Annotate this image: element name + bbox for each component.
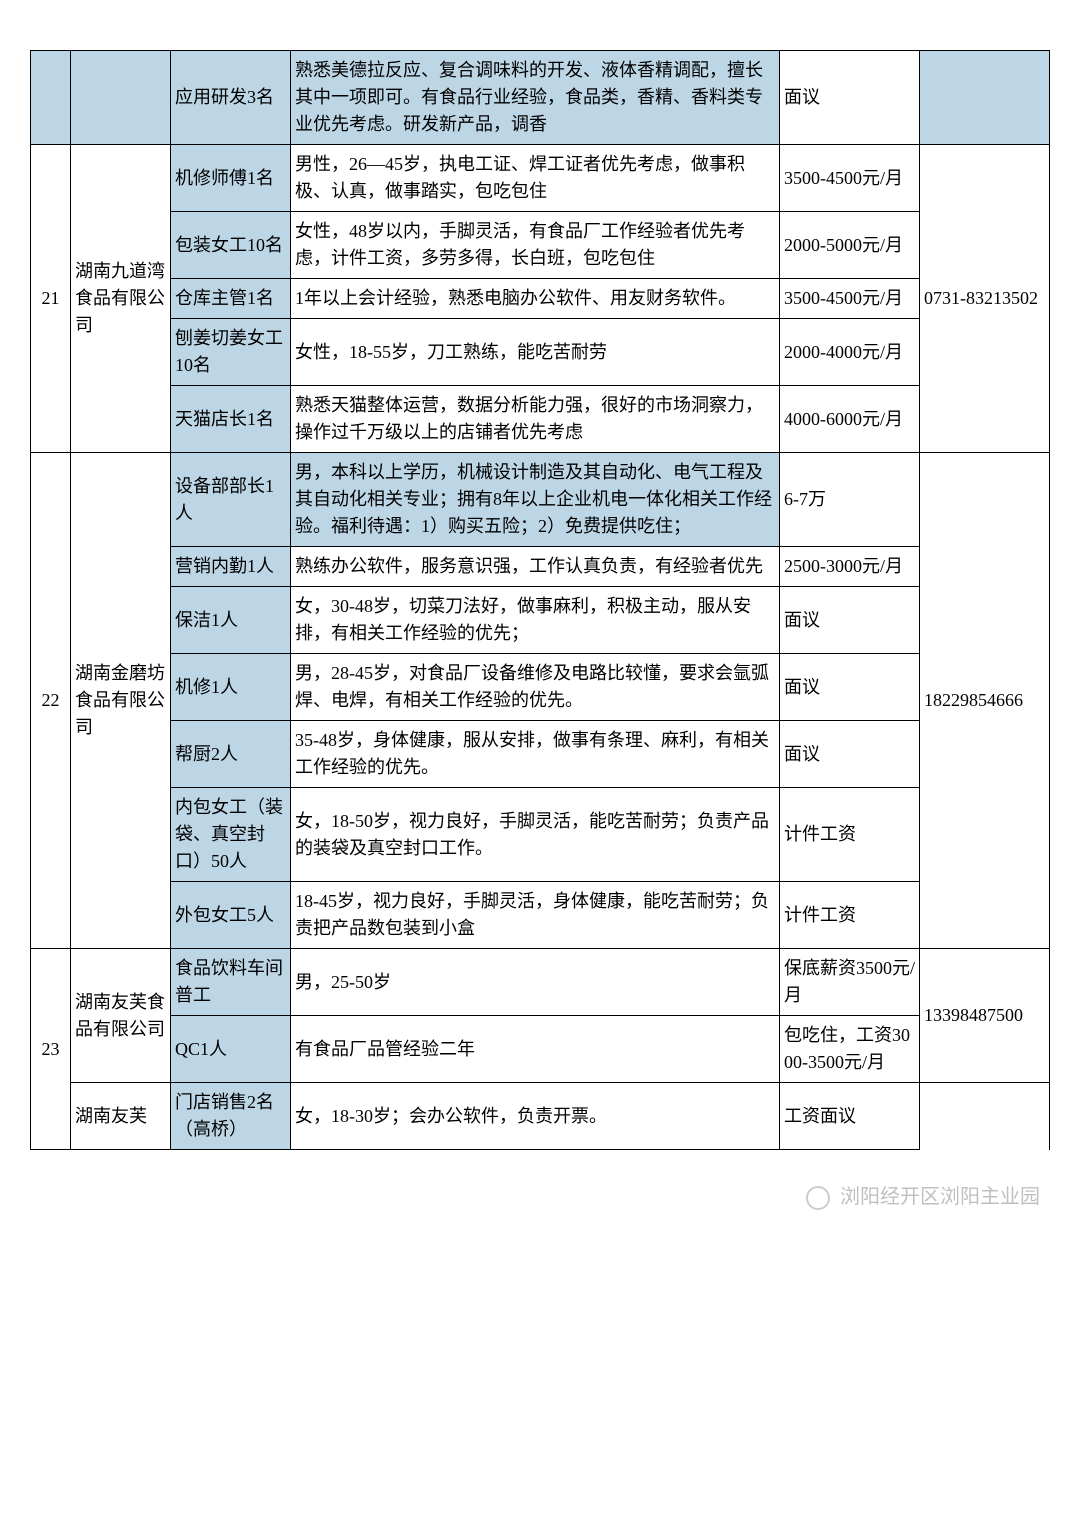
job-description: 熟悉天猫整体运营，数据分析能力强，很好的市场洞察力，操作过千万级以上的店铺者优先… [291, 386, 780, 453]
table-row: 刨姜切姜女工10名女性，18-55岁，刀工熟练，能吃苦耐劳2000-4000元/… [31, 319, 1050, 386]
salary: 2000-4000元/月 [780, 319, 920, 386]
table-row: 帮厨2人35-48岁，身体健康，服从安排，做事有条理、麻利，有相关工作经验的优先… [31, 721, 1050, 788]
salary: 保底薪资3500元/月 [780, 949, 920, 1016]
job-description: 有食品厂品管经验二年 [291, 1016, 780, 1083]
table-row: 内包女工（装袋、真空封口）50人女，18-50岁，视力良好，手脚灵活，能吃苦耐劳… [31, 788, 1050, 882]
company-name: 湖南友芙食品有限公司 [71, 949, 171, 1083]
job-description: 男性，26—45岁，执电工证、焊工证者优先考虑，做事积极、认真，做事踏实，包吃包… [291, 145, 780, 212]
salary: 3500-4500元/月 [780, 145, 920, 212]
position-title: 仓库主管1名 [171, 279, 291, 319]
table-row: 湖南友芙门店销售2名（高桥）女，18-30岁；会办公软件，负责开票。工资面议 [31, 1083, 1050, 1150]
salary: 2000-5000元/月 [780, 212, 920, 279]
position-title: 内包女工（装袋、真空封口）50人 [171, 788, 291, 882]
table-row: QC1人有食品厂品管经验二年包吃住，工资3000-3500元/月 [31, 1016, 1050, 1083]
table-row: 外包女工5人18-45岁，视力良好，手脚灵活，身体健康，能吃苦耐劳；负责把产品数… [31, 882, 1050, 949]
job-description: 男，25-50岁 [291, 949, 780, 1016]
table-row: 包装女工10名女性，48岁以内，手脚灵活，有食品厂工作经验者优先考虑，计件工资，… [31, 212, 1050, 279]
position-title: 天猫店长1名 [171, 386, 291, 453]
salary: 面议 [780, 587, 920, 654]
salary: 计件工资 [780, 882, 920, 949]
contact-phone: 0731-83213502 [920, 145, 1050, 453]
company-name: 湖南九道湾食品有限公司 [71, 145, 171, 453]
job-listings-table: 应用研发3名熟悉美德拉反应、复合调味料的开发、液体香精调配，擅长其中一项即可。有… [30, 50, 1050, 1150]
table-row: 23湖南友芙食品有限公司食品饮料车间普工男，25-50岁保底薪资3500元/月1… [31, 949, 1050, 1016]
company-name: 湖南友芙 [71, 1083, 171, 1150]
contact-phone: 13398487500 [920, 949, 1050, 1083]
table-row: 营销内勤1人熟练办公软件，服务意识强，工作认真负责，有经验者优先2500-300… [31, 547, 1050, 587]
job-description: 18-45岁，视力良好，手脚灵活，身体健康，能吃苦耐劳；负责把产品数包装到小盒 [291, 882, 780, 949]
position-title: 营销内勤1人 [171, 547, 291, 587]
salary: 6-7万 [780, 453, 920, 547]
position-title: 食品饮料车间普工 [171, 949, 291, 1016]
position-title: 机修师傅1名 [171, 145, 291, 212]
table-row: 机修1人男，28-45岁，对食品厂设备维修及电路比较懂，要求会氩弧焊、电焊，有相… [31, 654, 1050, 721]
position-title: 包装女工10名 [171, 212, 291, 279]
job-description: 女性，48岁以内，手脚灵活，有食品厂工作经验者优先考虑，计件工资，多劳多得，长白… [291, 212, 780, 279]
salary: 3500-4500元/月 [780, 279, 920, 319]
table-row: 保洁1人女，30-48岁，切菜刀法好，做事麻利，积极主动，服从安排，有相关工作经… [31, 587, 1050, 654]
watermark: 浏阳经开区浏阳主业园 [806, 1180, 1040, 1210]
wechat-icon [806, 1186, 830, 1210]
job-description: 男，28-45岁，对食品厂设备维修及电路比较懂，要求会氩弧焊、电焊，有相关工作经… [291, 654, 780, 721]
position-title: 设备部部长1人 [171, 453, 291, 547]
position-title: 刨姜切姜女工10名 [171, 319, 291, 386]
job-description: 女，30-48岁，切菜刀法好，做事麻利，积极主动，服从安排，有相关工作经验的优先… [291, 587, 780, 654]
position-title: 应用研发3名 [171, 51, 291, 145]
salary: 计件工资 [780, 788, 920, 882]
job-description: 女，18-30岁；会办公软件，负责开票。 [291, 1083, 780, 1150]
salary: 面议 [780, 721, 920, 788]
salary: 面议 [780, 654, 920, 721]
salary: 包吃住，工资3000-3500元/月 [780, 1016, 920, 1083]
job-description: 女，18-50岁，视力良好，手脚灵活，能吃苦耐劳；负责产品的装袋及真空封口工作。 [291, 788, 780, 882]
salary: 4000-6000元/月 [780, 386, 920, 453]
salary: 工资面议 [780, 1083, 920, 1150]
job-description: 熟练办公软件，服务意识强，工作认真负责，有经验者优先 [291, 547, 780, 587]
salary: 2500-3000元/月 [780, 547, 920, 587]
row-number: 23 [31, 949, 71, 1150]
row-number: 21 [31, 145, 71, 453]
position-title: 外包女工5人 [171, 882, 291, 949]
table-row: 仓库主管1名1年以上会计经验，熟悉电脑办公软件、用友财务软件。3500-4500… [31, 279, 1050, 319]
table-row: 21湖南九道湾食品有限公司机修师傅1名男性，26—45岁，执电工证、焊工证者优先… [31, 145, 1050, 212]
job-description: 女性，18-55岁，刀工熟练，能吃苦耐劳 [291, 319, 780, 386]
row-number [31, 51, 71, 145]
contact-phone: 18229854666 [920, 453, 1050, 949]
contact-phone [920, 51, 1050, 145]
salary: 面议 [780, 51, 920, 145]
contact-phone [920, 1083, 1050, 1150]
position-title: 机修1人 [171, 654, 291, 721]
job-description: 男，本科以上学历，机械设计制造及其自动化、电气工程及其自动化相关专业；拥有8年以… [291, 453, 780, 547]
position-title: 保洁1人 [171, 587, 291, 654]
watermark-text: 浏阳经开区浏阳主业园 [840, 1186, 1040, 1208]
position-title: 门店销售2名（高桥） [171, 1083, 291, 1150]
job-description: 35-48岁，身体健康，服从安排，做事有条理、麻利，有相关工作经验的优先。 [291, 721, 780, 788]
position-title: 帮厨2人 [171, 721, 291, 788]
table-row: 天猫店长1名熟悉天猫整体运营，数据分析能力强，很好的市场洞察力，操作过千万级以上… [31, 386, 1050, 453]
job-description: 熟悉美德拉反应、复合调味料的开发、液体香精调配，擅长其中一项即可。有食品行业经验… [291, 51, 780, 145]
company-name: 湖南金磨坊食品有限公司 [71, 453, 171, 949]
company-name [71, 51, 171, 145]
table-row: 应用研发3名熟悉美德拉反应、复合调味料的开发、液体香精调配，擅长其中一项即可。有… [31, 51, 1050, 145]
table-row: 22湖南金磨坊食品有限公司设备部部长1人男，本科以上学历，机械设计制造及其自动化… [31, 453, 1050, 547]
row-number: 22 [31, 453, 71, 949]
position-title: QC1人 [171, 1016, 291, 1083]
job-description: 1年以上会计经验，熟悉电脑办公软件、用友财务软件。 [291, 279, 780, 319]
